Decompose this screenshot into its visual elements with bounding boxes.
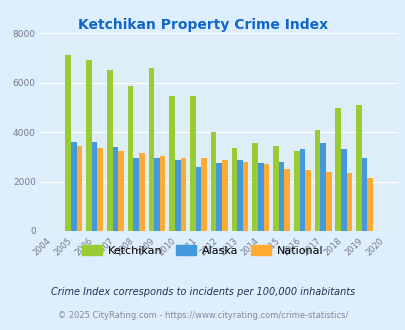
Bar: [216, 163, 222, 231]
Bar: [325, 172, 331, 231]
Bar: [154, 158, 159, 231]
Bar: [107, 70, 112, 231]
Bar: [201, 158, 207, 231]
Bar: [128, 86, 133, 231]
Bar: [305, 170, 310, 231]
Bar: [278, 162, 284, 231]
Bar: [97, 148, 103, 231]
Bar: [293, 150, 299, 231]
Bar: [190, 96, 195, 231]
Bar: [346, 173, 352, 231]
Bar: [180, 158, 185, 231]
Bar: [355, 105, 361, 231]
Bar: [299, 149, 305, 231]
Bar: [367, 178, 372, 231]
Bar: [86, 60, 92, 231]
Bar: [231, 148, 237, 231]
Text: Ketchikan Property Crime Index: Ketchikan Property Crime Index: [78, 18, 327, 32]
Bar: [133, 158, 139, 231]
Bar: [273, 146, 278, 231]
Bar: [257, 163, 263, 231]
Bar: [340, 149, 346, 231]
Bar: [314, 130, 320, 231]
Bar: [92, 142, 97, 231]
Bar: [335, 109, 340, 231]
Text: © 2025 CityRating.com - https://www.cityrating.com/crime-statistics/: © 2025 CityRating.com - https://www.city…: [58, 311, 347, 320]
Bar: [159, 155, 165, 231]
Bar: [210, 132, 216, 231]
Bar: [65, 55, 71, 231]
Bar: [139, 153, 144, 231]
Bar: [237, 160, 242, 231]
Bar: [169, 96, 175, 231]
Bar: [284, 169, 289, 231]
Legend: Ketchikan, Alaska, National: Ketchikan, Alaska, National: [78, 241, 327, 260]
Bar: [222, 160, 227, 231]
Bar: [195, 167, 201, 231]
Bar: [252, 143, 257, 231]
Bar: [71, 142, 77, 231]
Bar: [320, 143, 325, 231]
Bar: [361, 158, 367, 231]
Bar: [77, 146, 82, 231]
Bar: [242, 162, 248, 231]
Text: Crime Index corresponds to incidents per 100,000 inhabitants: Crime Index corresponds to incidents per…: [51, 287, 354, 297]
Bar: [263, 164, 269, 231]
Bar: [112, 147, 118, 231]
Bar: [148, 68, 154, 231]
Bar: [118, 150, 124, 231]
Bar: [175, 160, 180, 231]
